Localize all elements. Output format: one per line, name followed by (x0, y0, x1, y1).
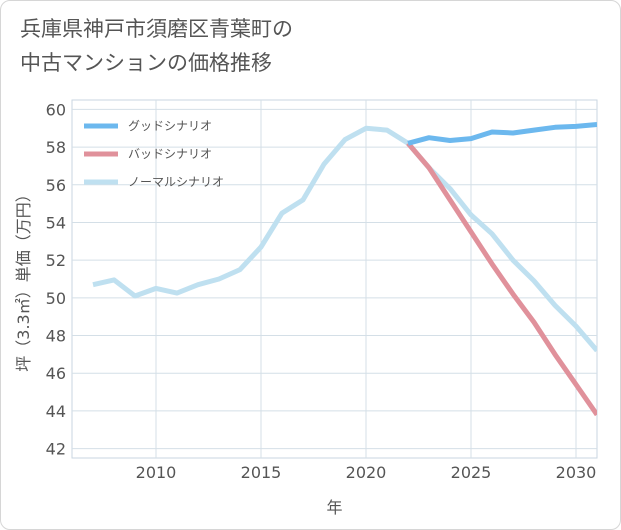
legend-label-0: グッドシナリオ (128, 119, 212, 133)
grid (71, 99, 598, 459)
y-tick-label: 48 (46, 327, 66, 346)
x-axis-ticks: 2010 2015 2020 2025 2030 (136, 463, 597, 482)
x-tick-label: 2030 (556, 463, 597, 482)
legend-label-1: バッドシナリオ (128, 147, 212, 161)
plot-area (71, 99, 598, 459)
y-axis-label: 坪（3.3㎡）単価（万円） (14, 186, 33, 371)
y-tick-label: 42 (46, 440, 66, 459)
x-tick-label: 2020 (346, 463, 387, 482)
title-line-2: 中古マンションの価格推移 (20, 51, 272, 75)
series-line-1 (406, 141, 597, 417)
y-tick-label: 52 (46, 251, 66, 270)
x-tick-label: 2025 (451, 463, 492, 482)
legend-label-2: ノーマルシナリオ (128, 175, 224, 189)
x-tick-label: 2010 (136, 463, 177, 482)
y-tick-label: 60 (46, 100, 66, 119)
y-axis-ticks: 42 44 46 48 50 52 54 56 58 60 (46, 100, 66, 458)
title-line-1: 兵庫県神戸市須磨区青葉町の (20, 17, 293, 41)
y-tick-label: 54 (46, 213, 66, 232)
y-tick-label: 58 (46, 138, 66, 157)
series-lines (92, 122, 597, 417)
chart-title: 兵庫県神戸市須磨区青葉町の 中古マンションの価格推移 (20, 12, 500, 80)
x-tick-label: 2015 (241, 463, 282, 482)
y-tick-label: 46 (46, 364, 66, 383)
y-tick-label: 50 (46, 289, 66, 308)
y-tick-label: 56 (46, 176, 66, 195)
series-line-2 (92, 125, 597, 353)
series-line-0 (407, 122, 597, 146)
x-axis-label: 年 (326, 498, 342, 517)
y-tick-label: 44 (46, 402, 66, 421)
